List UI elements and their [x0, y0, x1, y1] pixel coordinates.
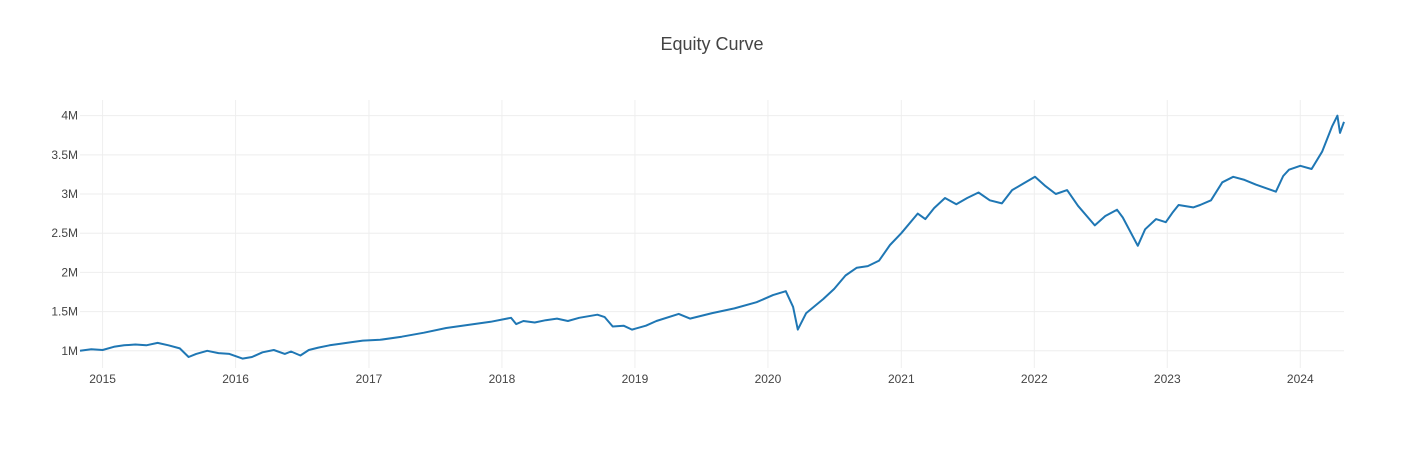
series-layer [79, 114, 1345, 360]
x-gridlines [102, 100, 1301, 368]
x-tick-label: 2019 [622, 372, 649, 386]
x-tick-label: 2017 [356, 372, 383, 386]
x-axis-tick-labels: 2015 2016 2017 2018 2019 2020 2021 2022 2023 2024 [89, 372, 1314, 386]
y-tick-label: 1M [61, 344, 78, 358]
x-tick-label: 2015 [89, 372, 116, 386]
y-tick-label: 2.5M [51, 226, 78, 240]
x-tick-label: 2018 [489, 372, 516, 386]
chart-title: Equity Curve [660, 34, 763, 54]
y-tick-label: 3.5M [51, 148, 78, 162]
x-tick-label: 2020 [755, 372, 782, 386]
y-tick-label: 1.5M [51, 305, 78, 319]
y-tick-label: 2M [61, 265, 78, 279]
x-tick-label: 2016 [222, 372, 249, 386]
y-axis-tick-labels: 1M 1.5M 2M 2.5M 3M 3.5M 4M [51, 109, 78, 358]
x-tick-label: 2024 [1287, 372, 1314, 386]
y-tick-label: 3M [61, 187, 78, 201]
series-line-0 [79, 114, 1345, 360]
x-tick-label: 2021 [888, 372, 915, 386]
x-tick-label: 2022 [1021, 372, 1048, 386]
x-tick-label: 2023 [1154, 372, 1181, 386]
y-tick-label: 4M [61, 109, 78, 123]
y-gridlines [80, 115, 1344, 352]
